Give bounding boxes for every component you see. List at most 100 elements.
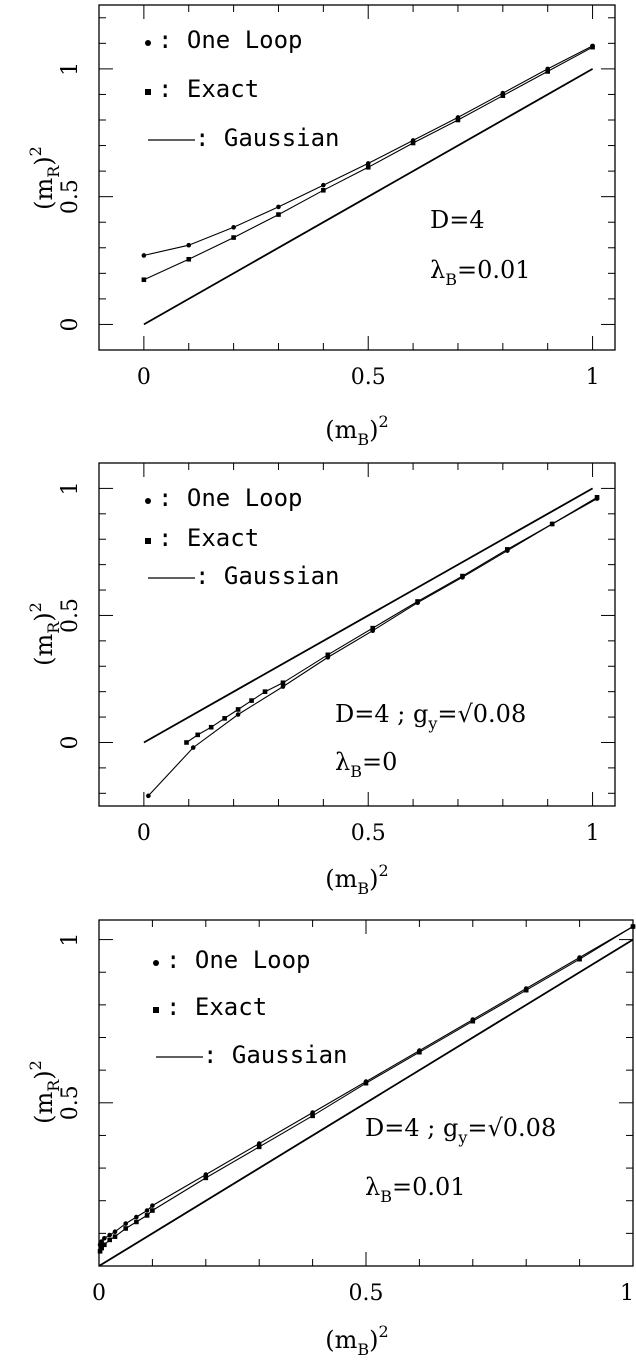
y-axis-title-part: (m: [30, 178, 58, 210]
x-axis-title-part: ): [369, 1326, 378, 1354]
x-axis-title: (mB​)2​: [325, 861, 388, 898]
annotation-text: D=4 ; gy​=√0.08: [335, 700, 526, 733]
legend-label: : Exact: [158, 524, 259, 552]
series-exact-point: [577, 956, 582, 962]
series-exact-point: [365, 164, 371, 170]
annotation-text-part: λ: [430, 256, 445, 284]
series-one-loop-point: [102, 1235, 107, 1241]
annotation-text-part: y: [427, 714, 437, 733]
series-exact-point: [222, 716, 227, 721]
series-exact-point: [370, 625, 376, 631]
series-gaussian-line: [143, 487, 594, 744]
series-exact-point: [410, 140, 416, 146]
annotation-text-part: B: [445, 270, 457, 289]
y-axis-title-part: R: [44, 621, 63, 634]
legend-circle-icon: [153, 960, 159, 966]
y-axis-title-part: (m: [30, 634, 58, 666]
annotation-text: λB​=0: [335, 748, 397, 781]
series-exact-point: [262, 689, 268, 694]
x-axis-title: (mB​)2​: [325, 1322, 388, 1359]
legend-label: : Gaussian: [203, 1041, 348, 1069]
legend-label: : Gaussian: [195, 124, 340, 152]
x-tick-label: 0.5: [351, 821, 386, 846]
annotation-text-part: D=4: [430, 206, 485, 234]
annotation-text-part: B: [350, 762, 362, 781]
series-exact-point: [203, 1175, 209, 1181]
legend-square-icon: [153, 1007, 159, 1013]
series-exact-point: [460, 573, 465, 579]
y-axis-title-part: (m: [30, 1092, 58, 1124]
x-tick-label: 0: [92, 1281, 106, 1306]
y-tick-label: 0: [58, 735, 83, 749]
y-axis-title: (mR​)2​: [26, 146, 63, 210]
x-tick-label: 1: [586, 821, 600, 846]
series-exact-line: [99, 926, 634, 1252]
series-one-loop-point: [150, 1203, 155, 1208]
series-gaussian-line: [98, 938, 634, 1267]
annotation-text-part: =0.01: [457, 256, 531, 284]
series-exact-point: [594, 495, 600, 500]
series-exact-point: [500, 93, 506, 99]
x-axis-title-part: 2: [379, 412, 389, 431]
series-exact-point: [208, 724, 214, 730]
legend-circle-icon: [145, 498, 151, 504]
series-one-loop-point: [141, 253, 147, 258]
x-axis-title-part: ): [369, 416, 378, 444]
x-axis-title-part: (m: [325, 416, 357, 444]
legend-label: : One Loop: [166, 946, 311, 974]
series-one-loop-point: [190, 745, 196, 750]
annotation-text-part: y: [457, 1128, 467, 1147]
legend-square-icon: [145, 89, 151, 95]
x-axis-title-part: B: [357, 879, 369, 898]
series-exact-point: [630, 924, 636, 929]
series-exact-point: [186, 256, 192, 262]
series-exact-point: [415, 599, 420, 604]
x-axis-title-part: B: [357, 1340, 369, 1359]
y-tick-label: 1: [58, 62, 83, 76]
series-gaussian-line: [143, 68, 594, 326]
y-axis-title-part: 2: [26, 1060, 45, 1070]
series-exact-point: [505, 547, 510, 552]
y-axis-title: (mR​)2​: [26, 602, 63, 666]
legend-label: : Gaussian: [195, 562, 340, 590]
y-axis-title-part: 2: [26, 602, 45, 612]
y-tick-label: 1: [58, 481, 83, 495]
series-one-loop-point: [123, 1221, 128, 1226]
y-axis-title-part: ): [30, 156, 58, 165]
y-tick-label: 0.5: [58, 1085, 83, 1120]
x-tick-label: 0.5: [351, 365, 386, 390]
series-exact-point: [276, 212, 281, 217]
x-axis-title-part: (m: [325, 865, 357, 893]
chart-panel-1: 0 0.5 1 0 0.5 1 (mB​)2​ (mR​)2​: One Loop: Exac…: [26, 4, 616, 449]
series-exact-point: [249, 698, 254, 703]
annotation-text-part: λ: [365, 1173, 380, 1201]
legend-label: : Exact: [166, 993, 267, 1021]
annotation-text-part: =√0.08: [437, 700, 526, 728]
series-exact-point: [363, 1080, 369, 1086]
annotation-text-part: =0: [362, 748, 397, 776]
y-tick-label: 0.5: [58, 598, 83, 633]
annotation-text: D=4 ; gy​=√0.08: [365, 1114, 556, 1147]
series-exact-point: [280, 680, 286, 686]
y-tick-label: 0.5: [58, 179, 83, 214]
series-exact-point: [99, 1245, 104, 1251]
annotation-text: λB​=0.01: [430, 256, 531, 289]
series-exact-point: [549, 521, 555, 527]
series-one-loop-point: [134, 1214, 139, 1220]
y-tick-label: 0: [58, 317, 83, 331]
chart-panel-3: 0 0.5 1 0.5 1 (mB​)2​ (mR​)2​: One Loop: Exact…: [26, 919, 636, 1359]
series-one-loop-point: [365, 161, 371, 166]
series-one-loop-point: [231, 225, 236, 230]
annotation-text-part: λ: [335, 748, 350, 776]
y-axis-title-part: 2: [26, 146, 45, 156]
legend-square-icon: [145, 538, 151, 544]
series-exact-point: [325, 652, 331, 658]
y-axis-title-part: R: [44, 1079, 63, 1092]
annotation-text: D=4: [430, 206, 485, 234]
plot-frame: [98, 462, 616, 807]
x-tick-label: 1: [620, 1281, 634, 1306]
series-one-loop-point: [321, 182, 326, 188]
series-one-loop-point: [146, 793, 151, 799]
series-exact-point: [184, 740, 189, 745]
x-axis-title-part: (m: [325, 1326, 357, 1354]
